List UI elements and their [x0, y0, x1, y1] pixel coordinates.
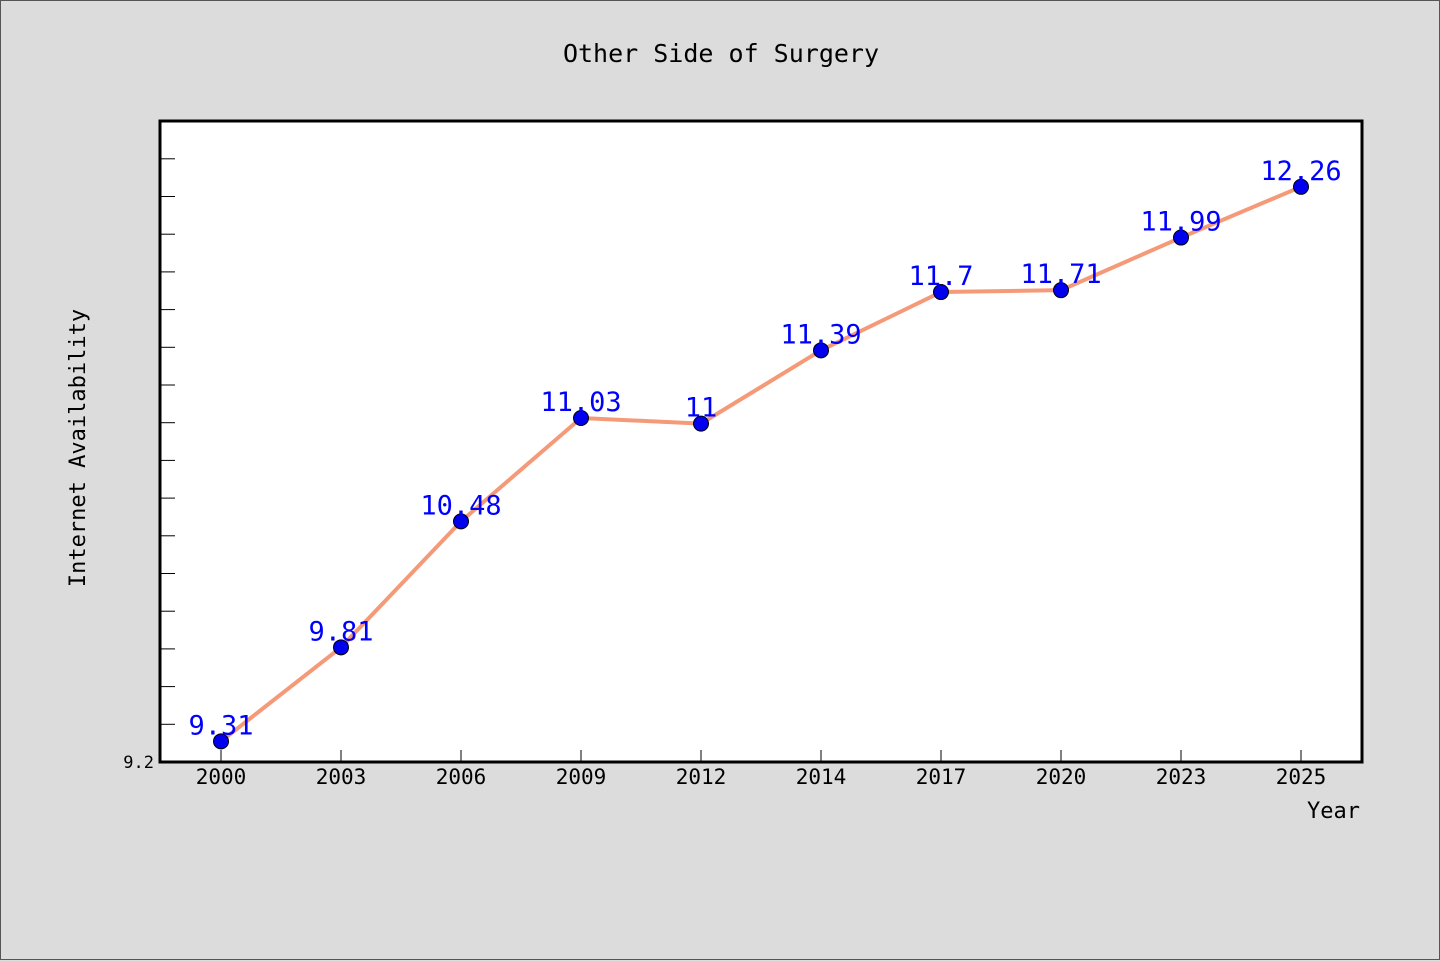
x-tick-label: 2006 — [436, 765, 487, 789]
series-line-group — [219, 184, 1302, 743]
data-label: 10.48 — [420, 490, 501, 521]
data-point — [1173, 229, 1189, 246]
data-markers — [213, 178, 1309, 750]
data-point — [333, 639, 349, 656]
x-tick-label: 2003 — [316, 765, 367, 789]
data-point — [213, 733, 229, 750]
x-tick-label: 2009 — [556, 765, 607, 789]
data-point — [693, 415, 709, 432]
plot-area — [158, 119, 1364, 764]
x-tick-label: 2025 — [1276, 765, 1327, 789]
data-label: 9.81 — [308, 616, 373, 647]
data-label: 11.39 — [780, 319, 861, 350]
x-tick-label: 2012 — [676, 765, 727, 789]
x-tick-label: 2020 — [1036, 765, 1087, 789]
data-point — [1053, 282, 1069, 299]
x-axis-ticks: 2000 2003 2006 2009 2012 2014 2017 2020 2023 2025 — [196, 750, 1327, 789]
chart-title: Other Side of Surgery — [563, 39, 879, 68]
data-label: 11.71 — [1020, 259, 1101, 290]
data-label: 12.26 — [1260, 156, 1341, 187]
y-tick-label: 9.2 — [123, 753, 154, 773]
x-tick-label: 2014 — [796, 765, 847, 789]
y-axis-label: Internet Availability — [66, 309, 91, 587]
data-point — [933, 284, 949, 301]
x-tick-label: 2000 — [196, 765, 247, 789]
data-label: 11.99 — [1140, 207, 1221, 238]
y-axis-ticks: 9.2 — [123, 158, 175, 773]
x-axis-label: Year — [1307, 799, 1360, 824]
x-tick-label: 2017 — [916, 765, 967, 789]
data-label: 11.7 — [908, 261, 973, 292]
data-label: 9.31 — [188, 710, 253, 741]
x-tick-label: 2023 — [1156, 765, 1207, 789]
data-point — [573, 410, 589, 427]
data-label: 11.03 — [540, 387, 621, 418]
data-point — [813, 342, 829, 359]
series-line — [219, 184, 1302, 743]
data-labels: 9.31 9.81 10.48 11.03 11 11.39 11.7 11.71 11.99 1… — [188, 156, 1341, 742]
data-label: 11 — [685, 393, 718, 424]
data-point — [1293, 178, 1309, 195]
data-point — [453, 513, 469, 530]
